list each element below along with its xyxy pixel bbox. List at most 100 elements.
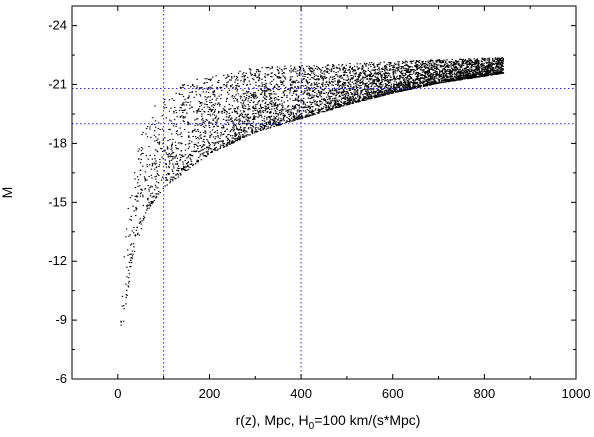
data-point (181, 110, 183, 112)
data-point (361, 89, 364, 91)
data-point (207, 147, 209, 149)
data-point (425, 73, 427, 75)
data-point (260, 114, 262, 116)
data-point (234, 135, 237, 137)
data-point (175, 109, 177, 111)
data-point (309, 111, 311, 113)
data-point (232, 130, 235, 132)
data-point (433, 74, 435, 76)
data-point (237, 129, 239, 131)
data-point (357, 101, 360, 103)
data-point (476, 59, 479, 61)
data-point (373, 80, 375, 82)
data-point (292, 119, 294, 121)
data-point (345, 68, 347, 70)
data-point (301, 65, 303, 67)
data-point (219, 86, 221, 88)
data-point (289, 119, 291, 121)
data-point (199, 95, 202, 97)
data-point (445, 76, 448, 78)
data-point (373, 95, 375, 97)
data-point (139, 221, 141, 223)
data-point (334, 97, 336, 99)
data-point (340, 76, 342, 78)
data-point (297, 96, 299, 98)
data-point (485, 74, 487, 76)
data-point (358, 73, 360, 75)
data-point (366, 91, 368, 93)
data-point (429, 77, 432, 79)
data-point (342, 101, 345, 103)
data-point (133, 210, 135, 212)
data-point (323, 104, 326, 106)
data-point (470, 64, 472, 66)
data-point (481, 58, 483, 60)
data-point (489, 71, 491, 73)
data-point (200, 147, 203, 149)
data-point (179, 158, 182, 160)
data-point (406, 88, 409, 90)
data-point (473, 77, 475, 79)
data-point (152, 201, 154, 203)
data-point (139, 218, 141, 220)
data-point (376, 64, 378, 66)
data-point (246, 134, 248, 136)
data-point (260, 107, 263, 109)
data-point (197, 161, 199, 163)
data-point (471, 61, 473, 63)
data-point (415, 63, 417, 65)
data-point (366, 89, 369, 91)
data-point (353, 65, 356, 67)
data-point (149, 154, 151, 156)
data-point (245, 97, 247, 99)
data-point (209, 79, 212, 81)
data-point (406, 70, 408, 72)
data-point (270, 103, 272, 105)
data-point (237, 83, 239, 85)
data-point (345, 98, 347, 100)
data-point (381, 91, 383, 93)
data-point (280, 100, 283, 102)
data-point (456, 67, 459, 69)
data-point (249, 71, 252, 73)
data-point (263, 120, 265, 122)
data-point (361, 90, 363, 92)
data-point (127, 249, 129, 251)
data-point (394, 87, 396, 89)
data-point (272, 102, 274, 104)
data-point (403, 89, 405, 91)
data-point (363, 88, 365, 90)
data-point (278, 109, 281, 111)
data-point (197, 137, 199, 139)
data-point (217, 135, 219, 137)
data-point (337, 91, 339, 93)
data-point (457, 63, 460, 65)
data-point (189, 91, 191, 93)
data-point (308, 105, 310, 107)
data-point (252, 105, 254, 107)
data-point (194, 125, 196, 127)
data-point (234, 124, 236, 126)
data-point (434, 73, 437, 75)
data-point (402, 88, 405, 90)
data-point (374, 71, 376, 73)
data-point (200, 124, 202, 126)
data-point (189, 107, 191, 109)
data-point (443, 65, 445, 67)
data-point (445, 74, 447, 76)
data-point (295, 113, 297, 115)
data-point (284, 78, 287, 80)
data-point (317, 96, 319, 98)
data-point (442, 76, 444, 78)
data-point (237, 138, 239, 140)
data-point (257, 111, 259, 113)
data-point (429, 74, 431, 76)
data-point (225, 85, 227, 87)
data-point (309, 94, 311, 96)
data-point (191, 150, 193, 152)
data-point (242, 93, 244, 95)
data-point (250, 74, 253, 76)
data-point (374, 76, 376, 78)
data-point (155, 196, 157, 198)
data-point (466, 62, 468, 64)
